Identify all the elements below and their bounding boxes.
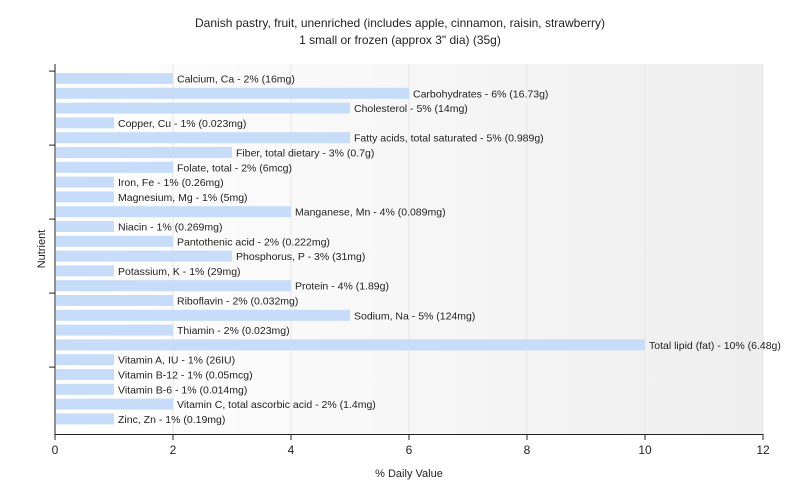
x-tick-label: 8	[524, 443, 531, 457]
bar	[56, 280, 291, 292]
bar	[56, 221, 114, 232]
bars: Calcium, Ca - 2% (16mg) Carbohydrates - 6…	[56, 73, 781, 426]
bar	[56, 117, 114, 129]
x-tick-label: 0	[52, 443, 59, 457]
bar-label: Fatty acids, total saturated - 5% (0.989…	[354, 133, 544, 145]
bar-label: Sodium, Na - 5% (124mg)	[354, 310, 475, 322]
bar-label: Phosphorus, P - 3% (31mg)	[236, 251, 365, 263]
chart-title: Danish pastry, fruit, unenriched (includ…	[195, 16, 605, 30]
bar-label: Zinc, Zn - 1% (0.19mg)	[118, 414, 225, 426]
bar	[56, 354, 114, 366]
bar	[56, 324, 173, 336]
x-tick-label: 2	[170, 443, 177, 457]
bar-label: Carbohydrates - 6% (16.73g)	[413, 88, 548, 100]
bar	[56, 369, 114, 380]
bar-label: Niacin - 1% (0.269mg)	[118, 222, 222, 234]
bar	[56, 161, 173, 173]
x-tick-label: 12	[756, 443, 770, 457]
bar-label: Calcium, Ca - 2% (16mg)	[177, 74, 295, 86]
bar-label: Vitamin B-12 - 1% (0.05mcg)	[118, 370, 253, 382]
x-axis-title: % Daily Value	[375, 468, 443, 480]
bar	[56, 265, 114, 277]
bar-label: Vitamin B-6 - 1% (0.014mg)	[118, 384, 247, 396]
bar	[56, 309, 350, 321]
bar	[56, 147, 232, 158]
bar	[56, 250, 232, 262]
bar	[56, 398, 173, 410]
bar-label: Copper, Cu - 1% (0.023mg)	[118, 118, 246, 130]
bar-label: Fiber, total dietary - 3% (0.7g)	[236, 148, 374, 160]
bar-label: Cholesterol - 5% (14mg)	[354, 103, 468, 115]
y-axis-title: Nutrient	[36, 230, 48, 269]
bar	[56, 339, 645, 351]
bar-label: Pantothenic acid - 2% (0.222mg)	[177, 236, 330, 248]
bar	[56, 206, 291, 218]
bar-label: Folate, total - 2% (6mcg)	[177, 162, 292, 174]
x-tick-label: 10	[638, 443, 652, 457]
bar	[56, 235, 173, 247]
bar-label: Total lipid (fat) - 10% (6.48g)	[649, 340, 781, 352]
bar-label: Magnesium, Mg - 1% (5mg)	[118, 192, 248, 204]
x-tick-label: 6	[406, 443, 413, 457]
bar-label: Thiamin - 2% (0.023mg)	[177, 325, 290, 337]
bar	[56, 295, 173, 306]
bar	[56, 176, 114, 188]
bar-label: Vitamin A, IU - 1% (26IU)	[118, 355, 235, 367]
bar	[56, 73, 173, 84]
chart-subtitle: 1 small or frozen (approx 3" dia) (35g)	[299, 33, 501, 47]
bar-label: Vitamin C, total ascorbic acid - 2% (1.4…	[177, 399, 376, 411]
bar	[56, 191, 114, 203]
bar	[56, 413, 114, 425]
bar	[56, 87, 409, 99]
bar-label: Protein - 4% (1.89g)	[295, 281, 389, 293]
bar	[56, 132, 350, 144]
x-tick-label: 4	[288, 443, 295, 457]
bar-label: Manganese, Mn - 4% (0.089mg)	[295, 207, 446, 219]
bar	[56, 102, 350, 114]
grid-lines	[172, 64, 764, 434]
bar-label: Riboflavin - 2% (0.032mg)	[177, 296, 298, 308]
bar-label: Iron, Fe - 1% (0.26mg)	[118, 177, 224, 189]
bar-label: Potassium, K - 1% (29mg)	[118, 266, 241, 278]
bar	[56, 383, 114, 395]
axes: 0 2 4 6 8 10 12	[49, 64, 770, 457]
